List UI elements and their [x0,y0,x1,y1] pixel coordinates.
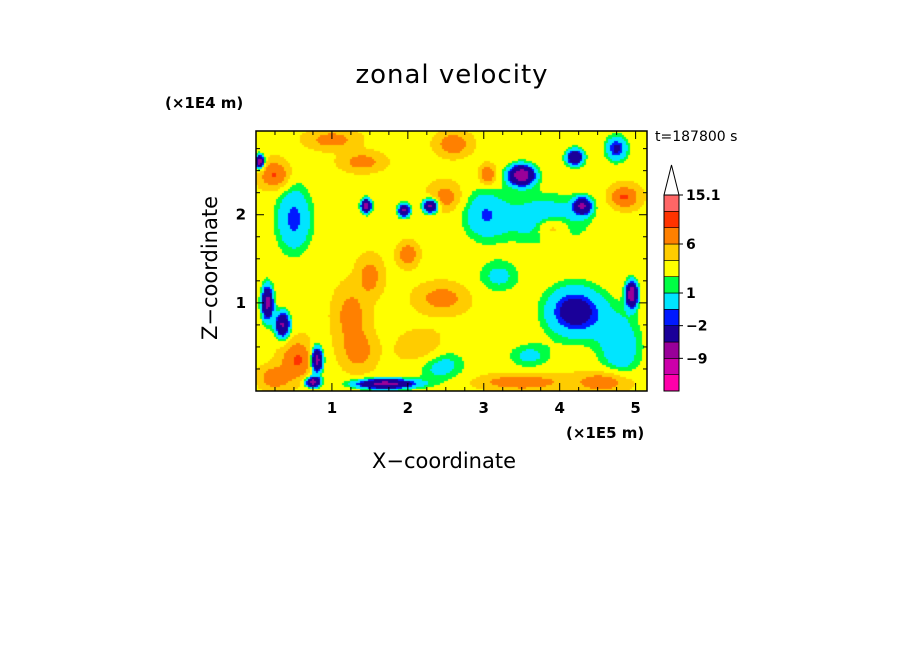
colorbar-box [663,325,680,343]
colorbar-box [663,341,680,359]
x-tick-label: 3 [479,399,489,417]
y-axis-unit: (×1E4 m) [165,94,244,112]
colorbar-box [663,276,680,294]
colorbar-box [663,358,680,375]
time-annotation: t=187800 s [655,129,738,145]
colorbar-box [663,260,680,277]
y-tick-label: 1 [236,294,246,312]
colorbar-box [663,243,680,261]
colorbar-extension [663,164,680,196]
colorbar-label: 15.1 [686,188,721,204]
x-axis-label: X−coordinate [372,449,516,473]
colorbar-label: 1 [686,286,696,302]
x-tick-label: 1 [327,399,337,417]
colorbar-box [663,309,680,326]
colorbar-box [663,292,680,310]
y-tick-label: 2 [236,206,246,224]
colorbar-label: −9 [686,351,707,367]
plot-frame [255,130,648,392]
colorbar-box [663,194,680,212]
x-tick-label: 4 [554,399,564,417]
colorbar-label: −2 [686,319,707,335]
y-axis-ticks: 12 [236,148,647,370]
x-tick-label: 2 [403,399,413,417]
colorbar-box [663,374,680,392]
x-tick-label: 5 [630,399,640,417]
colorbar: 15.1 6 1 −2 −9 [663,164,721,392]
contour-field [256,131,647,391]
chart-title: zonal velocity [355,60,549,90]
colorbar-box [663,227,680,245]
colorbar-box [663,211,680,228]
x-axis-unit: (×1E5 m) [566,424,645,442]
colorbar-label: 6 [686,237,696,253]
x-axis-ticks: 1 2 3 4 5 [274,131,641,417]
